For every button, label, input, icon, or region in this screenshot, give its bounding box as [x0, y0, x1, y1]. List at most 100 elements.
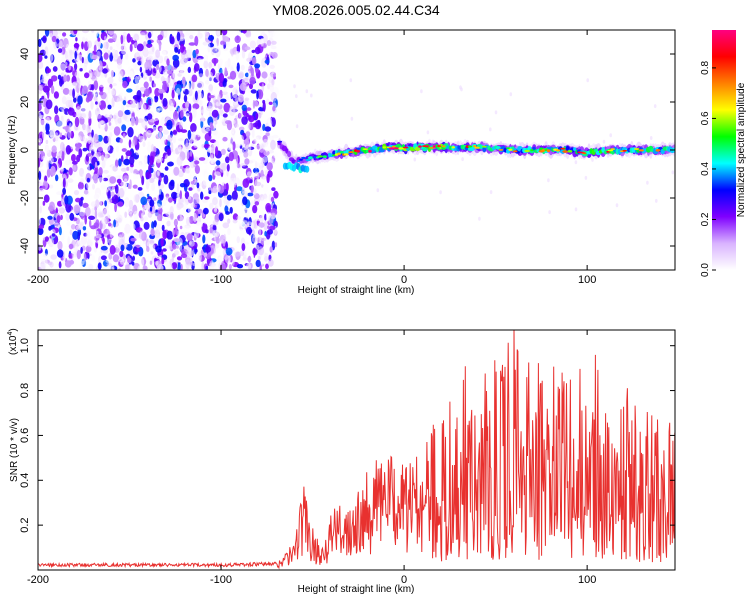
noise-blob — [226, 120, 233, 131]
noise-blob — [203, 217, 209, 225]
noise-blob — [141, 212, 145, 218]
noise-blob — [147, 113, 153, 120]
noise-blob — [236, 236, 240, 244]
noise-blob — [109, 46, 113, 51]
noise-blob — [92, 146, 98, 152]
x-tick-label: -200 — [27, 574, 49, 586]
noise-blob — [75, 140, 79, 144]
x-tick-label: 0 — [401, 574, 407, 586]
noise-blob — [202, 154, 209, 165]
noise-blob — [68, 65, 71, 71]
noise-blob — [203, 60, 209, 69]
noise-blob — [135, 149, 140, 156]
noise-blob — [376, 188, 380, 193]
noise-blob — [225, 156, 230, 164]
noise-blob — [48, 237, 55, 248]
noise-blob — [272, 105, 276, 112]
y-tick-label: 40 — [19, 48, 31, 60]
noise-blob — [191, 138, 198, 143]
noise-blob — [172, 54, 180, 61]
noise-blob — [38, 103, 42, 112]
noise-blob — [94, 30, 99, 37]
noise-blob — [255, 244, 260, 250]
noise-blob — [47, 261, 53, 266]
noise-blob — [161, 50, 167, 57]
noise-blob — [42, 200, 46, 206]
snr-multiplier-close: ) — [8, 328, 19, 331]
noise-blob — [259, 214, 264, 223]
noise-blob — [94, 233, 102, 239]
noise-blob — [127, 127, 134, 138]
noise-blob — [229, 48, 237, 55]
colorbar-tick-label: 0.2 — [700, 212, 711, 226]
noise-blob — [148, 177, 155, 184]
noise-blob — [207, 147, 215, 154]
noise-blob — [273, 190, 279, 199]
noise-blob — [181, 76, 186, 86]
noise-blob — [227, 218, 231, 224]
noise-blob — [185, 149, 190, 160]
noise-blob — [204, 54, 208, 62]
signal-core — [393, 147, 400, 150]
noise-blob — [157, 170, 161, 176]
noise-blob — [183, 244, 191, 253]
noise-blob — [101, 154, 105, 161]
noise-blob — [48, 205, 54, 212]
noise-blob — [187, 196, 192, 200]
noise-blob — [45, 99, 53, 110]
noise-blob — [184, 167, 189, 174]
snr-x-label: Height of straight line (km) — [298, 584, 415, 595]
noise-blob — [134, 63, 139, 72]
noise-blob — [204, 251, 208, 257]
noise-blob — [293, 84, 296, 89]
noise-blob — [41, 95, 45, 100]
spectrogram-x-ticks: -200 -100 0 100 — [27, 30, 596, 286]
noise-blob — [170, 174, 175, 179]
noise-blob — [215, 205, 218, 210]
noise-blob — [41, 74, 46, 80]
noise-blob — [220, 98, 227, 103]
noise-blob — [73, 42, 80, 49]
noise-blob — [102, 237, 105, 245]
noise-blob — [66, 74, 71, 82]
noise-blob — [47, 53, 54, 63]
colorbar: 0.0 0.2 0.4 0.6 0.8 Normalized spectral ampl… — [700, 30, 747, 277]
noise-blob — [62, 187, 66, 195]
noise-blob — [157, 34, 163, 41]
noise-blob — [268, 119, 273, 127]
noise-blob — [53, 91, 60, 99]
noise-blob — [135, 85, 140, 91]
noise-blob — [219, 198, 222, 208]
noise-blob — [124, 223, 131, 234]
noise-blob — [176, 193, 180, 200]
noise-blob — [232, 141, 236, 151]
noise-blob — [156, 263, 164, 270]
noise-blob — [154, 260, 159, 266]
noise-blob — [172, 228, 175, 237]
noise-blob — [194, 90, 198, 101]
noise-blob — [162, 229, 167, 240]
noise-blob — [245, 144, 252, 153]
noise-blob — [61, 260, 64, 265]
noise-blob — [60, 166, 65, 172]
noise-blob — [461, 157, 464, 162]
noise-blob — [137, 75, 143, 80]
noise-blob — [65, 213, 71, 221]
noise-blob — [166, 58, 170, 66]
noise-blob — [129, 109, 135, 114]
noise-blob — [134, 247, 141, 253]
noise-blob — [142, 265, 148, 270]
noise-blob — [80, 112, 87, 120]
noise-blob — [141, 97, 148, 101]
noise-blob — [153, 170, 156, 180]
noise-blob — [110, 191, 115, 197]
noise-blob — [64, 260, 72, 268]
noise-blob — [185, 138, 189, 150]
noise-blob — [90, 201, 97, 208]
noise-blob — [234, 251, 241, 257]
noise-blob — [231, 159, 238, 171]
noise-blob — [188, 137, 193, 146]
signal-core — [512, 150, 518, 153]
noise-blob — [208, 61, 213, 69]
noise-blob — [42, 85, 50, 93]
